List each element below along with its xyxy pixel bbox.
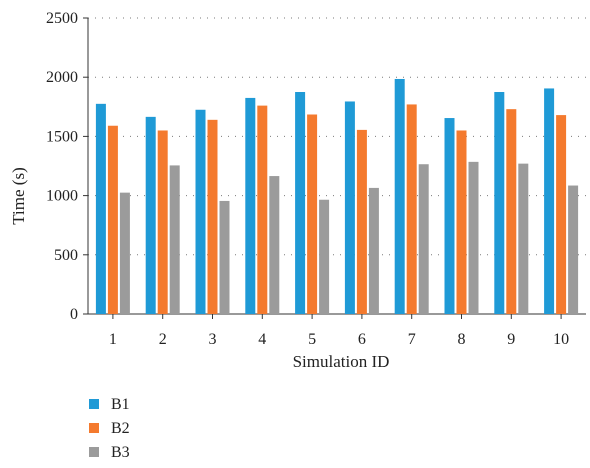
bar-b3-1 [119, 192, 130, 314]
x-tick-label: 6 [358, 331, 366, 348]
bar-b2-9 [506, 109, 517, 314]
y-tick-label: 1000 [46, 188, 78, 205]
bar-b2-3 [207, 119, 218, 314]
x-tick-label: 7 [408, 331, 416, 348]
bars [95, 78, 579, 314]
bar-b2-7 [406, 104, 417, 314]
y-tick-label: 2000 [46, 69, 78, 86]
bar-b1-9 [494, 92, 505, 314]
legend-label-b1: B1 [111, 396, 130, 413]
x-tick-label: 8 [458, 331, 466, 348]
bar-b1-2 [145, 116, 156, 314]
bar-b1-1 [95, 103, 106, 314]
y-axis-title: Time (s) [9, 167, 28, 224]
bar-b2-1 [107, 125, 118, 314]
bar-b3-6 [368, 187, 379, 314]
y-tick-label: 0 [70, 306, 78, 323]
x-tick-label: 5 [308, 331, 316, 348]
legend-label-b3: B3 [111, 444, 130, 461]
bar-b1-6 [344, 101, 355, 314]
x-axis-title: Simulation ID [293, 352, 390, 371]
x-tick-label: 1 [109, 331, 117, 348]
bar-b1-8 [444, 118, 455, 314]
bar-b3-5 [319, 199, 330, 314]
bar-b2-6 [356, 129, 367, 314]
bar-b2-5 [307, 114, 318, 314]
y-tick-label: 2500 [46, 10, 78, 27]
legend: B1 B2 B3 [89, 396, 130, 461]
bar-b1-4 [245, 97, 256, 314]
bar-b3-3 [219, 200, 230, 314]
x-tick-label: 9 [507, 331, 515, 348]
bar-b3-4 [269, 176, 280, 314]
legend-swatch-b2 [89, 423, 99, 433]
legend-label-b2: B2 [111, 420, 130, 437]
y-tick-label: 1500 [46, 128, 78, 145]
bar-b3-8 [468, 161, 479, 314]
x-tick-label: 10 [553, 331, 569, 348]
bar-b2-8 [456, 130, 467, 314]
y-tick-label: 500 [54, 247, 78, 264]
bar-b2-2 [157, 130, 168, 314]
bar-b3-10 [568, 185, 579, 314]
x-tick-label: 2 [159, 331, 167, 348]
bar-b1-7 [394, 78, 405, 314]
y-axis: 0 500 1000 1500 2000 2500 [46, 10, 89, 323]
bar-b3-9 [518, 163, 529, 314]
bar-b1-3 [195, 109, 206, 314]
bar-b1-10 [544, 88, 555, 314]
bar-b2-4 [257, 105, 268, 314]
bar-b3-2 [169, 165, 180, 314]
legend-swatch-b1 [89, 399, 99, 409]
legend-swatch-b3 [89, 447, 99, 457]
x-axis: 1 2 3 4 5 6 7 8 9 10 [88, 313, 586, 348]
bar-b1-5 [295, 92, 306, 314]
x-tick-label: 4 [258, 331, 266, 348]
x-tick-label: 3 [209, 331, 217, 348]
bar-b2-10 [556, 115, 567, 314]
bar-b3-7 [418, 164, 429, 314]
